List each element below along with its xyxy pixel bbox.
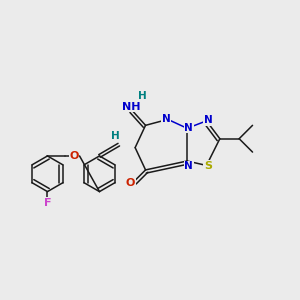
Text: N: N bbox=[204, 115, 212, 125]
Text: O: O bbox=[126, 178, 135, 188]
Text: O: O bbox=[70, 151, 79, 161]
Text: N: N bbox=[184, 123, 193, 133]
Text: NH: NH bbox=[122, 102, 141, 112]
Text: N: N bbox=[162, 114, 171, 124]
Text: S: S bbox=[204, 161, 212, 171]
Text: H: H bbox=[111, 131, 120, 141]
Text: N: N bbox=[184, 161, 193, 171]
Text: H: H bbox=[138, 91, 147, 101]
Text: F: F bbox=[44, 198, 51, 208]
